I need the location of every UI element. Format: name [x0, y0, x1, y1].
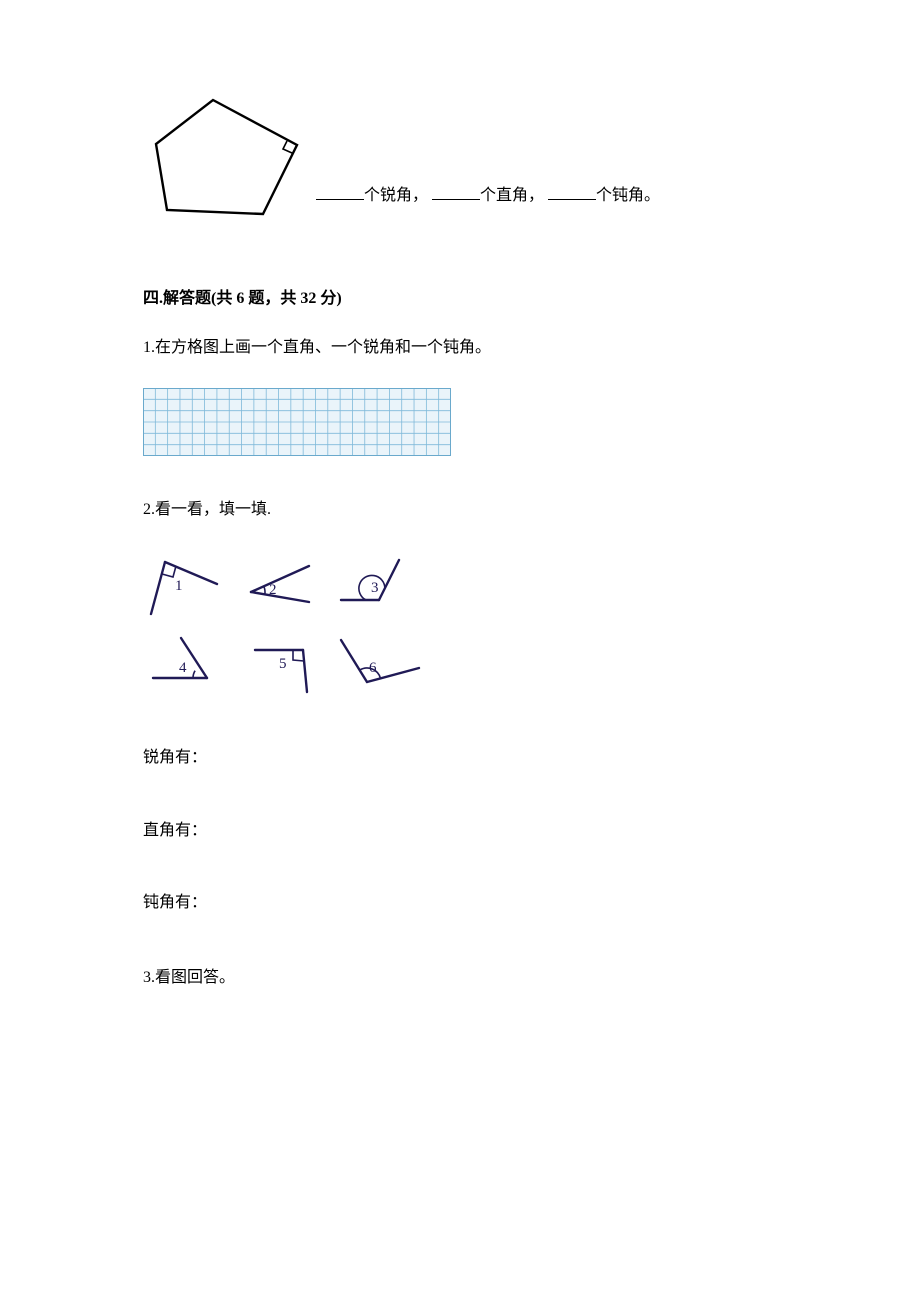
question-3-text: 3.看图回答。 [143, 962, 780, 994]
svg-text:2: 2 [269, 582, 277, 598]
answer-obtuse: 钝角有： [143, 889, 780, 918]
question-1-text: 1.在方格图上画一个直角、一个锐角和一个钝角。 [143, 332, 780, 364]
pentagon-figure [143, 90, 308, 225]
svg-text:5: 5 [279, 656, 287, 672]
grid-figure [143, 388, 780, 456]
pentagon-question-text: 个锐角， 个直角， 个钝角。 [316, 182, 660, 225]
angles-figure: 1 2 3 4 5 6 [143, 550, 780, 710]
section-4-title: 四.解答题(共 6 题，共 32 分) [143, 285, 780, 314]
svg-text:1: 1 [175, 578, 183, 594]
blank-obtuse [548, 183, 596, 201]
svg-text:6: 6 [369, 660, 377, 676]
question-2-text: 2.看一看，填一填. [143, 494, 780, 526]
label-right: 个直角， [480, 187, 544, 204]
label-obtuse: 个钝角。 [596, 187, 660, 204]
blank-right [432, 183, 480, 201]
pentagon-shape [156, 100, 297, 214]
answer-right: 直角有： [143, 817, 780, 846]
pentagon-question-row: 个锐角， 个直角， 个钝角。 [143, 90, 780, 225]
svg-text:3: 3 [371, 580, 379, 596]
blank-acute [316, 183, 364, 201]
angles-svg: 1 2 3 4 5 6 [143, 550, 443, 710]
svg-text:4: 4 [179, 660, 187, 676]
grid-svg [143, 388, 451, 456]
label-acute: 个锐角， [364, 187, 428, 204]
answer-acute: 锐角有： [143, 744, 780, 773]
